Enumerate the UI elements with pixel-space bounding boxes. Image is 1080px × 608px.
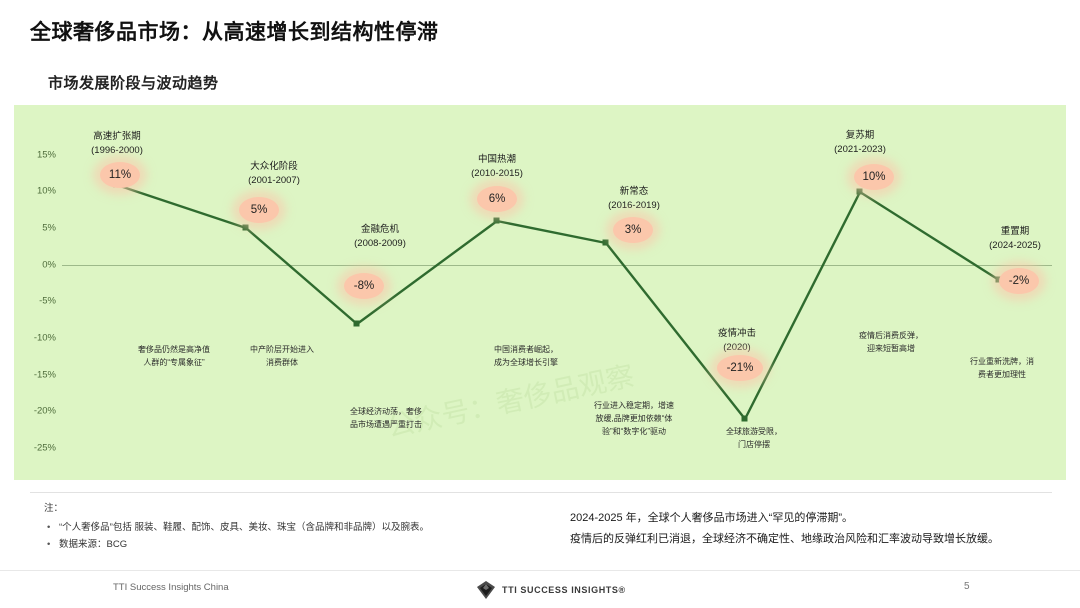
value-bubble: 3% (613, 217, 653, 243)
zero-axis-line (62, 265, 1052, 266)
brand-logo-text: TTI SUCCESS INSIGHTS® (502, 585, 626, 595)
summary-text: 2024-2025 年，全球个人奢侈品市场进入“罕见的停滞期”。 疫情后的反弹红… (570, 508, 1040, 550)
diamond-icon (477, 581, 495, 599)
note-line: 门店停摆 (738, 440, 770, 449)
phase-name: 金融危机 (360, 224, 400, 235)
value-bubble: -2% (999, 268, 1039, 294)
phase-period: (2001-2007) (248, 175, 300, 186)
value-bubble: 5% (239, 197, 279, 223)
note-line: 全球旅游受限， (726, 427, 782, 436)
note-line: 放缓,品牌更加依赖“体 (595, 414, 673, 423)
footer-bar: TTI Success Insights China TTI SUCCESS I… (0, 570, 1080, 608)
note-line: 全球经济动荡，奢侈 (350, 407, 422, 416)
y-axis-tick: 10% (36, 185, 56, 197)
list-item: “个人奢侈品”包括 服装、鞋履、配饰、皮具、美妆、珠宝（含品牌和非品牌）以及腕表… (47, 519, 429, 536)
note-line: 行业重新洗牌，消 (970, 357, 1034, 366)
phase-note: 中产阶层开始进入 消费群体 (222, 343, 342, 369)
phase-period: (2021-2023) (834, 144, 886, 155)
note-line: 消费群体 (266, 358, 298, 367)
y-axis-tick: -10% (33, 332, 56, 344)
footer-org-name: TTI Success Insights China (113, 582, 229, 593)
note-line: 迎来短暂高增 (867, 344, 915, 353)
notes-list: “个人奢侈品”包括 服装、鞋履、配饰、皮具、美妆、珠宝（含品牌和非品牌）以及腕表… (44, 519, 429, 553)
phase-label: 高速扩张期 (1996-2000) (91, 130, 143, 158)
page-number: 5 (964, 581, 970, 592)
phase-note: 全球旅游受限， 门店停摆 (694, 425, 814, 451)
line-chart-series (113, 181, 1002, 422)
y-axis-tick: 5% (42, 222, 56, 234)
summary-line: 疫情后的反弹红利已消退，全球经济不确定性、地缘政治风险和汇率波动导致增长放缓。 (570, 533, 999, 545)
phase-note: 行业进入稳定期，增速 放缓,品牌更加依赖“体 验”和“数字化”驱动 (568, 399, 700, 438)
phase-period: (2024-2025) (989, 240, 1041, 251)
phase-period: (2020) (723, 342, 751, 353)
value-bubble: -8% (344, 273, 384, 299)
phase-period: (2008-2009) (354, 238, 406, 249)
note-line: 中国消费者崛起， (494, 345, 558, 354)
phase-label: 疫情冲击 (2020) (718, 327, 756, 355)
phase-period: (2016-2019) (608, 200, 660, 211)
y-axis-tick: -15% (33, 369, 56, 381)
note-line: 费者更加理性 (978, 370, 1026, 379)
y-axis-tick: 0% (42, 259, 56, 271)
phase-note: 行业重新洗牌，消 费者更加理性 (942, 355, 1062, 381)
value-bubble: 10% (854, 164, 894, 190)
phase-name: 高速扩张期 (93, 131, 141, 142)
phase-name: 复苏期 (845, 130, 875, 141)
note-line: 中产阶层开始进入 (250, 345, 314, 354)
phase-name: 重置期 (1000, 226, 1030, 237)
phase-period: (1996-2000) (91, 145, 143, 156)
page-subtitle: 市场发展阶段与波动趋势 (48, 75, 219, 92)
value-bubble: 11% (100, 162, 140, 188)
phase-name: 大众化阶段 (250, 161, 298, 172)
phase-label: 新常态 (2016-2019) (608, 185, 660, 213)
phase-note: 疫情后消费反弹， 迎来短暂高增 (831, 329, 951, 355)
note-line: 行业进入稳定期，增速 (594, 401, 674, 410)
phase-note: 全球经济动荡，奢侈 品市场遭遇严重打击 (326, 405, 446, 431)
phase-name: 疫情冲击 (717, 328, 757, 339)
y-axis-tick: -25% (33, 442, 56, 454)
phase-label: 中国热潮 (2010-2015) (471, 153, 523, 181)
notes-block: 注： “个人奢侈品”包括 服装、鞋履、配饰、皮具、美妆、珠宝（含品牌和非品牌）以… (44, 500, 429, 553)
phase-label: 重置期 (2024-2025) (989, 225, 1041, 253)
phase-note: 中国消费者崛起， 成为全球增长引擎 (466, 343, 586, 369)
note-line: 奢侈品仍然是高净值 (138, 345, 210, 354)
note-line: 验”和“数字化”驱动 (602, 427, 666, 436)
summary-line: 2024-2025 年，全球个人奢侈品市场进入“罕见的停滞期”。 (570, 512, 853, 524)
phase-note: 奢侈品仍然是高净值 人群的“专属象征” (114, 343, 234, 369)
y-axis-tick: -20% (33, 405, 56, 417)
note-line: 人群的“专属象征” (143, 358, 205, 367)
footer-divider (30, 492, 1052, 493)
note-line: 品市场遭遇严重打击 (350, 420, 422, 429)
value-bubble: -21% (717, 355, 763, 381)
phase-label: 金融危机 (2008-2009) (354, 223, 406, 251)
value-bubble: 6% (477, 186, 517, 212)
phase-name: 中国热潮 (477, 154, 517, 165)
list-item: 数据来源：BCG (47, 536, 429, 553)
phase-label: 大众化阶段 (2001-2007) (248, 160, 300, 188)
y-axis-tick: 15% (36, 149, 56, 161)
note-line: 成为全球增长引擎 (494, 358, 558, 367)
page-title: 全球奢侈品市场：从高速增长到结构性停滞 (30, 21, 439, 44)
chart-panel: 公众号：奢侈品观察 15% 10% 5% 0% -5% -10% -15% -2… (14, 105, 1066, 480)
y-axis-tick: -5% (39, 295, 56, 307)
brand-logo: TTI SUCCESS INSIGHTS® (476, 580, 626, 600)
notes-heading: 注： (44, 503, 64, 514)
phase-label: 复苏期 (2021-2023) (834, 129, 886, 157)
note-line: 疫情后消费反弹， (859, 331, 923, 340)
phase-name: 新常态 (619, 186, 649, 197)
phase-period: (2010-2015) (471, 168, 523, 179)
